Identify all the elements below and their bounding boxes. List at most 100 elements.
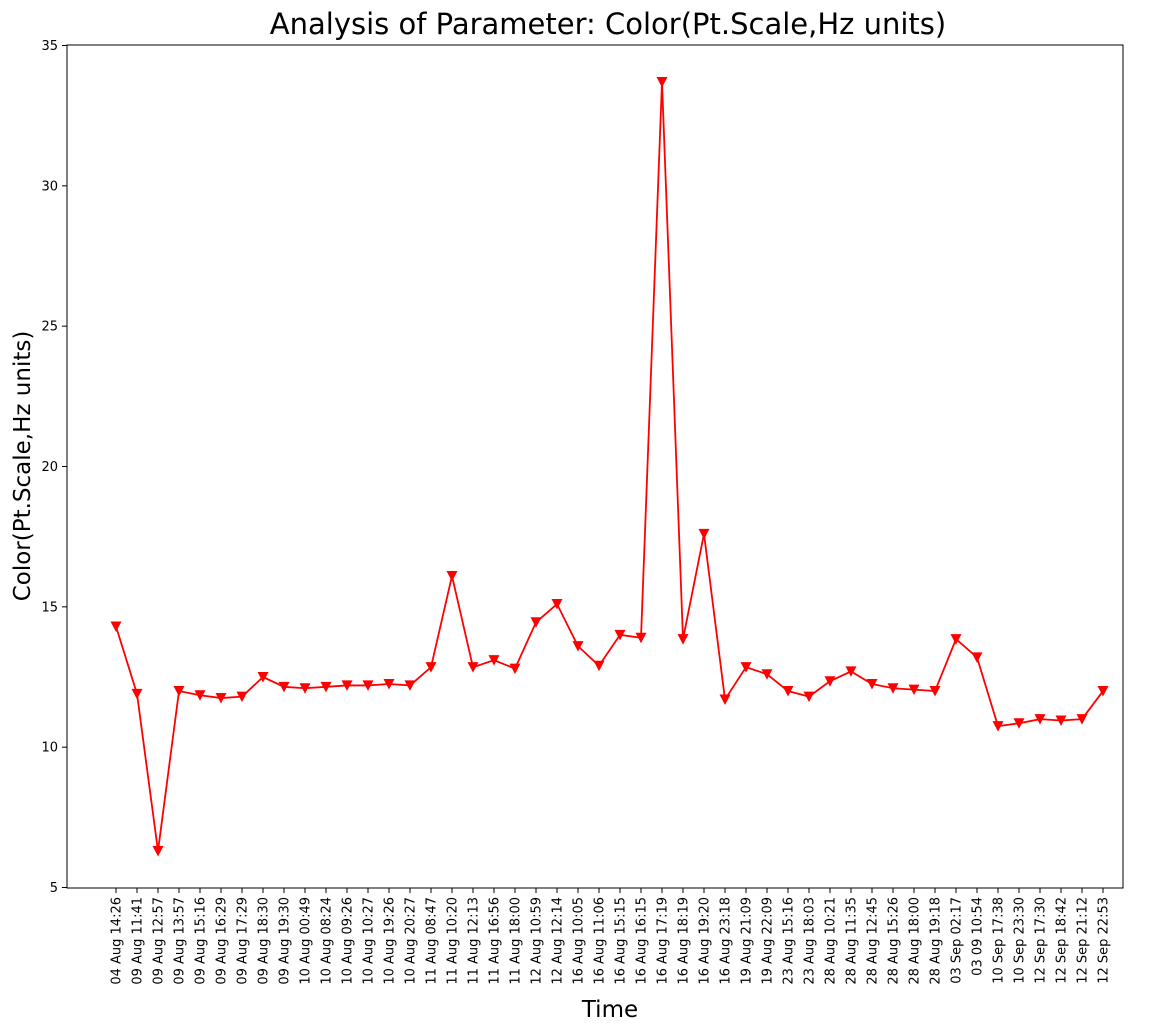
data-point-marker	[992, 721, 1004, 732]
y-axis: 5 10 15 20 25 30 35	[41, 39, 67, 896]
x-tick-label: 09 Aug 16:29	[215, 897, 230, 985]
y-tick-label: 15	[41, 600, 58, 615]
data-point-marker	[866, 679, 878, 690]
data-point-marker	[467, 662, 479, 673]
x-tick-label: 09 Aug 19:30	[278, 897, 293, 985]
data-point-marker	[656, 76, 668, 88]
x-tick-label: 10 Sep 23:30	[1013, 897, 1028, 984]
y-tick-label: 5	[50, 881, 58, 896]
x-tick-label: 12 Sep 21:12	[1076, 897, 1091, 984]
x-tick-label: 19 Aug 22:09	[761, 897, 776, 985]
data-point-marker	[971, 652, 983, 663]
x-tick-label: 16 Aug 10:05	[572, 897, 587, 985]
data-point-marker	[572, 641, 584, 652]
x-tick-label: 11 Aug 18:00	[509, 897, 524, 985]
x-tick-label: 28 Aug 19:18	[929, 897, 944, 985]
x-tick-label: 16 Aug 11:06	[593, 897, 608, 985]
x-tick-label: 16 Aug 19:20	[698, 897, 713, 985]
data-point-marker	[719, 694, 731, 705]
x-tick-label: 10 Sep 17:38	[992, 897, 1007, 984]
x-tick-label: 16 Aug 17:19	[656, 897, 671, 985]
plot-frame	[66, 44, 1124, 889]
data-point-marker	[635, 632, 647, 644]
data-point-marker	[320, 681, 332, 693]
data-point-marker	[782, 686, 794, 697]
data-point-marker	[173, 686, 185, 697]
x-tick-label: 03 Sep 02:17	[950, 897, 965, 984]
x-tick-label: 28 Aug 18:00	[908, 897, 923, 985]
data-point-marker	[530, 617, 542, 628]
x-tick-label: 10 Aug 19:26	[383, 897, 398, 985]
x-tick-label: 28 Aug 10:21	[824, 897, 839, 985]
y-tick-label: 20	[41, 460, 58, 475]
chart-title: Analysis of Parameter: Color(Pt.Scale,Hz…	[270, 7, 946, 41]
data-point-marker	[1097, 686, 1109, 697]
data-point-marker	[845, 666, 857, 677]
data-point-marker	[404, 680, 416, 691]
data-point-marker	[677, 634, 689, 645]
x-tick-label: 11 Aug 12:13	[467, 897, 482, 985]
x-tick-label: 11 Aug 10:20	[446, 897, 461, 985]
y-tick-label: 10	[41, 741, 58, 756]
data-point-marker	[257, 672, 269, 683]
data-point-marker	[761, 669, 773, 680]
x-axis-label: Time	[581, 997, 638, 1023]
data-point-marker	[194, 690, 206, 701]
data-point-marker	[1013, 718, 1025, 729]
x-tick-label: 10 Aug 08:24	[320, 897, 335, 985]
y-axis-label: Color(Pt.Scale,Hz units)	[10, 331, 36, 602]
x-tick-label: 23 Aug 18:03	[803, 897, 818, 985]
x-tick-label: 16 Aug 15:15	[614, 897, 629, 985]
x-tick-label: 28 Aug 12:45	[866, 897, 881, 985]
series-markers	[110, 76, 1109, 857]
data-point-marker	[1034, 714, 1046, 725]
x-tick-label: 19 Aug 21:09	[740, 897, 755, 985]
data-point-marker	[551, 599, 563, 610]
x-tick-label: 28 Aug 15:26	[887, 897, 902, 985]
series-line	[115, 81, 1104, 852]
data-point-marker	[824, 676, 836, 687]
y-tick-label: 35	[41, 39, 58, 54]
data-point-marker	[698, 528, 710, 540]
x-tick-label: 09 Aug 11:41	[131, 897, 146, 985]
x-tick-label: 16 Aug 23:18	[719, 897, 734, 985]
x-tick-label: 12 Aug 12:14	[551, 897, 566, 985]
x-tick-label: 09 Aug 17:29	[236, 897, 251, 985]
data-point-marker	[908, 684, 920, 696]
data-point-marker	[740, 662, 752, 673]
data-point-marker	[425, 662, 437, 673]
data-point-marker	[1076, 714, 1088, 725]
x-tick-label: 16 Aug 16:15	[635, 897, 650, 985]
data-point-marker	[215, 693, 227, 704]
data-point-marker	[614, 629, 626, 641]
x-tick-label: 10 Aug 00:49	[299, 897, 314, 985]
x-tick-label: 12 Sep 18:42	[1055, 897, 1070, 984]
x-tick-label: 11 Aug 08:47	[425, 897, 440, 985]
data-point-marker	[278, 681, 290, 693]
data-point-marker	[1055, 715, 1067, 727]
data-point-marker	[887, 683, 899, 694]
data-point-marker	[236, 691, 248, 703]
x-tick-label: 09 Aug 15:16	[194, 897, 209, 985]
data-point-marker	[950, 634, 962, 645]
data-point-marker	[929, 686, 941, 697]
data-point-marker	[110, 621, 122, 632]
x-tick-label: 09 Aug 12:57	[152, 897, 167, 985]
x-tick-label: 12 Sep 17:30	[1034, 897, 1049, 984]
data-point-marker	[509, 663, 521, 675]
data-point-marker	[593, 660, 605, 672]
data-point-marker	[131, 688, 143, 700]
data-point-marker	[152, 846, 164, 857]
x-tick-label: 10 Aug 20:27	[404, 897, 419, 985]
x-tick-label: 03 09 10:54	[971, 897, 986, 976]
y-tick-label: 30	[41, 179, 58, 194]
y-tick-label: 25	[41, 320, 58, 335]
data-point-marker	[362, 680, 374, 691]
x-tick-label: 04 Aug 14:26	[110, 897, 125, 985]
x-tick-label: 16 Aug 18:19	[677, 897, 692, 985]
x-tick-label: 10 Aug 09:26	[341, 897, 356, 985]
x-axis: 04 Aug 14:26 09 Aug 11:41 09 Aug 12:57 09 A…	[110, 888, 1112, 985]
data-point-marker	[803, 691, 815, 703]
data-point-marker	[446, 570, 458, 582]
